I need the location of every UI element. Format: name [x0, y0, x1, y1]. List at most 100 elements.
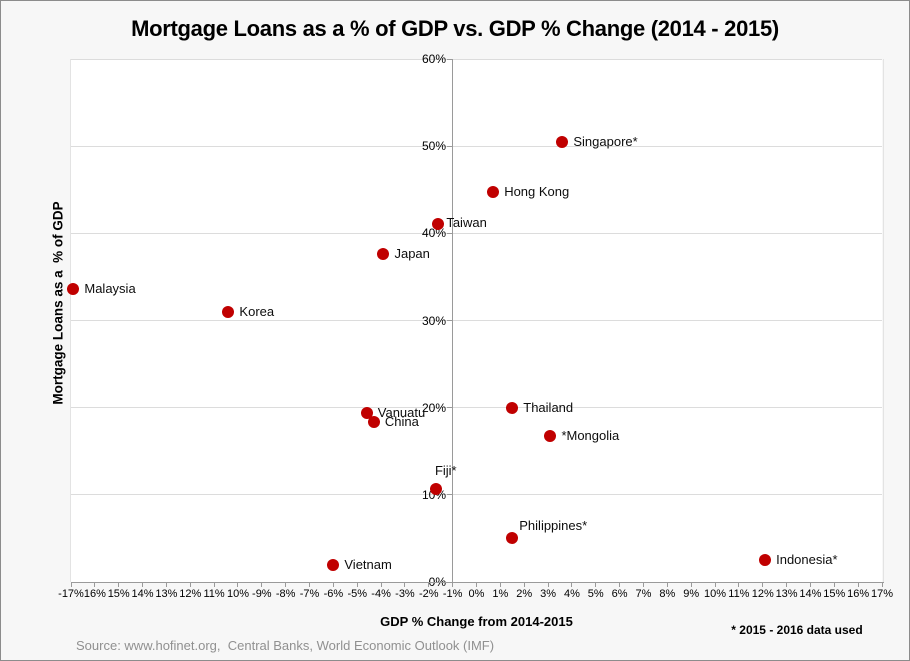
data-point-label-thailand: Thailand	[523, 399, 574, 415]
y-tick-label: 50%	[421, 139, 446, 154]
x-tick-label: 15%	[823, 588, 846, 600]
x-axis-tick	[428, 582, 430, 587]
x-axis-tick	[619, 582, 621, 587]
data-point-label-philippines: Philippines*	[519, 518, 588, 534]
data-point-taiwan	[432, 217, 445, 230]
x-tick-label: 13%	[775, 588, 798, 600]
x-tick-label: 12%	[751, 588, 774, 600]
x-tick-label: -5%	[347, 588, 368, 600]
x-tick-label: 11%	[728, 588, 750, 600]
h-gridline	[71, 320, 882, 321]
y-tick-label: 40%	[421, 226, 446, 241]
data-point-label-vietnam: Vietnam	[344, 556, 392, 572]
x-tick-label: -7%	[299, 588, 320, 600]
y-axis-tick	[447, 320, 453, 321]
x-axis-tick	[547, 582, 549, 587]
data-point-label-fiji: Fiji*	[434, 462, 457, 478]
h-gridline	[71, 145, 882, 147]
x-axis-line	[71, 581, 884, 583]
data-point-label-hong-kong: Hong Kong	[504, 184, 570, 200]
y-axis-tick	[447, 145, 453, 147]
x-axis-tick	[309, 582, 311, 587]
y-axis-tick	[447, 407, 453, 409]
footnote-text: * 2015 - 2016 data used	[731, 623, 863, 637]
data-point-label-vanuatu: Vanuatu	[377, 404, 426, 420]
data-point-china	[367, 416, 380, 429]
x-tick-label: 15%	[107, 588, 130, 600]
x-tick-label: -17%	[58, 588, 84, 600]
data-point-label-malaysia: Malaysia	[84, 281, 136, 297]
x-tick-label: 1%	[492, 588, 509, 600]
x-axis-tick	[165, 582, 167, 587]
x-tick-label: 13%	[155, 588, 178, 600]
x-axis-tick	[714, 582, 716, 587]
x-axis-tick	[261, 582, 263, 587]
x-tick-label: -4%	[371, 588, 391, 600]
data-point-vietnam	[327, 558, 340, 571]
h-gridline	[71, 407, 882, 409]
x-tick-label: 4%	[563, 588, 580, 600]
data-point-vanuatu	[360, 406, 373, 419]
x-tick-label: 9%	[683, 588, 700, 600]
data-point-label-singapore: Singapore*	[573, 133, 638, 149]
data-point-label-taiwan: Taiwan	[446, 214, 487, 230]
x-axis-tick	[452, 582, 454, 587]
data-point-label-korea: Korea	[239, 303, 275, 319]
data-point-singapore	[556, 135, 569, 148]
x-tick-label: 12%	[179, 588, 202, 600]
x-tick-label: 16%	[83, 588, 106, 600]
x-axis-tick	[332, 582, 334, 587]
data-point-japan	[377, 248, 390, 261]
x-tick-label: 10%	[704, 588, 727, 600]
x-axis-tick	[666, 582, 668, 587]
x-tick-label: 6%	[611, 588, 628, 600]
x-axis-tick	[690, 582, 692, 587]
x-tick-label: -6%	[323, 588, 344, 600]
data-point-thailand	[506, 401, 519, 414]
x-axis-title: GDP % Change from 2014-2015	[380, 614, 573, 629]
x-tick-label: -1%	[442, 588, 463, 600]
data-point-indonesia	[759, 554, 772, 567]
x-tick-label: 3%	[540, 588, 556, 600]
x-axis-tick	[642, 582, 644, 587]
x-axis-tick	[94, 582, 96, 587]
x-axis-tick	[738, 582, 740, 587]
x-axis-tick	[118, 582, 120, 587]
y-axis-title: Mortgage Loans as a % of GDP	[50, 201, 66, 405]
y-tick-label: 20%	[421, 400, 446, 415]
data-point-label-china: China	[384, 414, 419, 430]
x-axis-tick	[356, 582, 358, 587]
x-axis-tick	[809, 582, 811, 587]
h-gridline	[71, 494, 882, 496]
y-axis-tick	[447, 494, 453, 496]
data-point-korea	[222, 305, 235, 318]
x-axis-tick	[380, 582, 382, 587]
x-tick-label: -2%	[419, 588, 439, 600]
x-axis-tick	[571, 582, 573, 587]
x-axis-tick	[476, 582, 477, 587]
x-axis-tick	[70, 582, 72, 587]
h-gridline	[71, 232, 882, 234]
x-axis-tick	[762, 582, 764, 587]
x-tick-label: 0%	[468, 588, 485, 600]
x-tick-label: 5%	[587, 588, 604, 600]
data-point-malaysia	[67, 283, 80, 296]
plot-border-left	[70, 59, 71, 582]
source-text: Source: www.hofinet.org, Central Banks, …	[76, 638, 495, 653]
x-axis-tick	[786, 582, 788, 587]
y-axis-line	[452, 59, 454, 582]
x-tick-label: -3%	[395, 588, 415, 600]
data-point-mongolia	[544, 429, 557, 442]
x-tick-label: 8%	[659, 588, 676, 600]
data-point-label-indonesia: Indonesia*	[776, 552, 838, 568]
x-axis-tick	[523, 582, 525, 587]
x-tick-label: 2%	[516, 588, 533, 600]
x-axis-tick	[857, 582, 859, 587]
data-point-label-mongolia: *Mongolia	[561, 427, 620, 443]
h-gridline	[71, 58, 882, 60]
x-tick-label: -8%	[275, 588, 296, 600]
x-tick-label: 16%	[847, 588, 870, 600]
y-tick-label: 60%	[421, 52, 446, 66]
x-tick-label: 11%	[203, 588, 225, 600]
x-axis-tick	[237, 582, 239, 587]
